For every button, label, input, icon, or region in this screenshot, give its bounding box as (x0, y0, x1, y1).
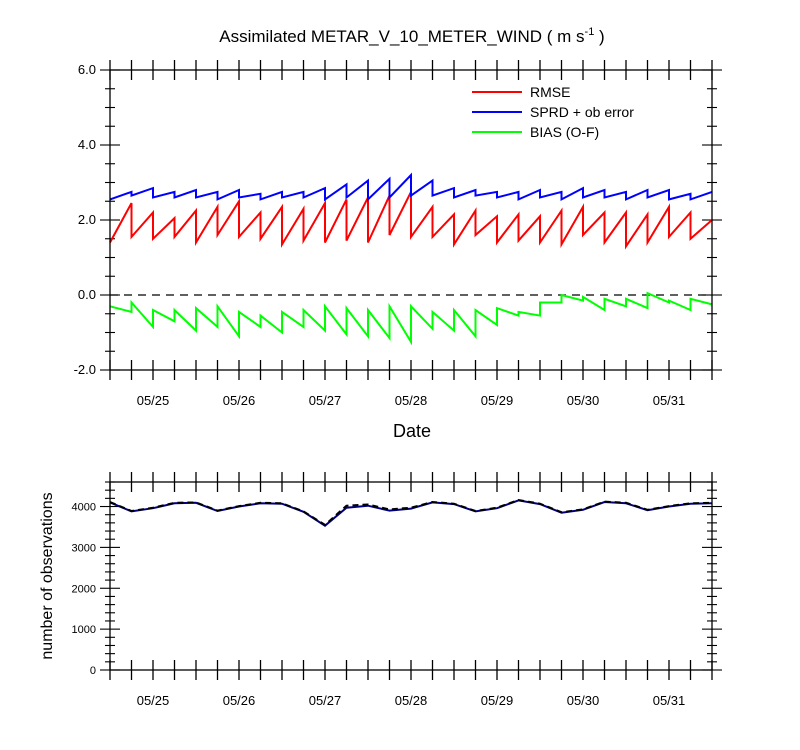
y-tick-label: 1000 (72, 624, 96, 636)
series-line-2 (109, 291, 713, 346)
y-tick-label: 4000 (72, 502, 96, 514)
x-tick-label: 05/27 (309, 393, 342, 408)
bottom-y-axis-title: number of observations (39, 492, 56, 659)
x-tick-label: 05/29 (481, 393, 514, 408)
legend-label-2: BIAS (O-F) (530, 124, 599, 140)
series-line-1 (109, 498, 713, 527)
x-axis-title: Date (393, 421, 431, 441)
legend-label-1: SPRD + ob error (530, 104, 634, 120)
y-tick-label: 0.0 (78, 287, 96, 302)
x-tick-label: 05/27 (309, 693, 342, 708)
series-line-1 (109, 172, 713, 202)
x-tick-label: 05/30 (567, 693, 600, 708)
y-tick-label: 2.0 (78, 212, 96, 227)
bottom-axis-ticks (100, 472, 722, 680)
x-tick-label: 05/25 (137, 693, 170, 708)
bottom-y-tick-labels: 0 1000 2000 3000 4000 (72, 502, 96, 677)
title-superscript: -1 (585, 26, 595, 38)
top-plot-frame (109, 69, 713, 371)
top-plot-area: -2.00.02.04.06.0 05/25 05/26 05/27 05/28 05/… (74, 60, 722, 408)
bottom-series-group (109, 498, 713, 527)
y-tick-label: -2.0 (74, 362, 96, 377)
x-tick-label: 05/28 (395, 693, 428, 708)
x-tick-label: 05/28 (395, 393, 428, 408)
y-tick-label: 4.0 (78, 137, 96, 152)
x-tick-label: 05/31 (653, 693, 686, 708)
chart-legend: RMSE SPRD + ob error BIAS (O-F) (472, 84, 634, 140)
top-x-tick-labels: 05/25 05/26 05/27 05/28 05/29 05/30 05/31 (137, 393, 686, 408)
x-tick-label: 05/26 (223, 393, 256, 408)
y-tick-label: 3000 (72, 542, 96, 554)
x-tick-label: 05/31 (653, 393, 686, 408)
y-tick-label: 2000 (72, 583, 96, 595)
top-y-tick-labels: -2.0 0.0 2.0 4.0 6.0 (74, 62, 96, 377)
y-tick-label: 6.0 (78, 62, 96, 77)
x-tick-label: 05/26 (223, 693, 256, 708)
title-end: ) (594, 27, 604, 46)
chart-title: Assimilated METAR_V_10_METER_WIND ( m s-… (219, 26, 604, 46)
x-tick-label: 05/25 (137, 393, 170, 408)
series-line-0 (109, 191, 713, 250)
x-tick-label: 05/30 (567, 393, 600, 408)
bottom-plot-frame (109, 481, 713, 671)
legend-label-0: RMSE (530, 84, 570, 100)
bottom-x-tick-labels: 05/25 05/26 05/27 05/28 05/29 05/30 05/31 (137, 693, 686, 708)
top-series-group (109, 172, 713, 346)
x-tick-label: 05/29 (481, 693, 514, 708)
y-tick-label: 0 (90, 665, 96, 677)
